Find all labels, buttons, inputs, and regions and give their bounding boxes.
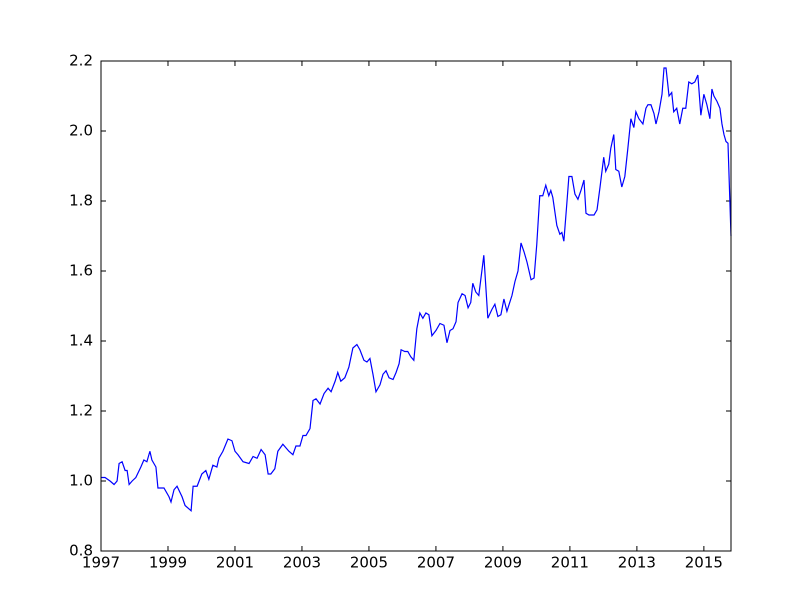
x-tick-label: 2001: [216, 554, 254, 572]
y-tick-label: 2.2: [69, 52, 93, 70]
plot-frame: [100, 60, 732, 552]
y-tick-label: 1.6: [69, 262, 93, 280]
x-tick-label: 2009: [484, 554, 522, 572]
y-tick-label: 1.4: [69, 332, 93, 350]
y-tick-label: 1.2: [69, 402, 93, 420]
y-tick-label: 0.8: [69, 542, 93, 560]
x-tick-label: 2003: [283, 554, 321, 572]
x-tick-label: 2005: [350, 554, 388, 572]
data-line: [101, 67, 732, 512]
x-tick-label: 2015: [685, 554, 723, 572]
x-tick-label: 2013: [618, 554, 656, 572]
y-tick-label: 1.8: [69, 192, 93, 210]
x-tick-label: 2011: [551, 554, 589, 572]
x-tick-label: 1999: [149, 554, 187, 572]
x-tick-label: 1997: [82, 554, 120, 572]
x-tick-label: 2007: [417, 554, 455, 572]
y-tick-label: 2.0: [69, 122, 93, 140]
y-tick-label: 1.0: [69, 472, 93, 490]
